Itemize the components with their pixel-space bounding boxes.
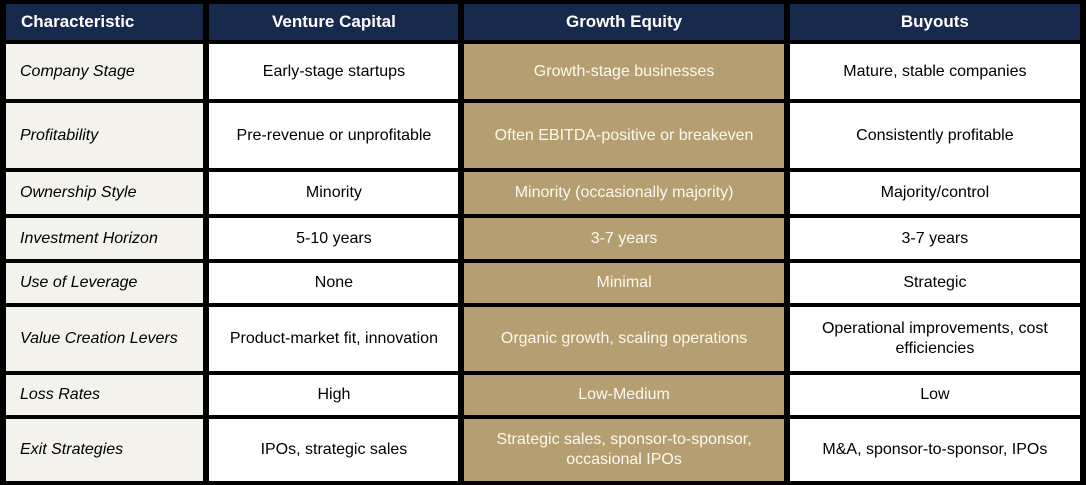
row-label-cell: Ownership Style <box>6 172 204 214</box>
buyouts-cell: M&A, sponsor-to-sponsor, IPOs <box>789 419 1080 481</box>
table-row-profitability: Profitability Pre-revenue or unprofitabl… <box>6 103 1080 168</box>
growth-equity-cell: Minimal <box>464 263 784 303</box>
venture-capital-cell: None <box>209 263 459 303</box>
column-header-characteristic: Characteristic <box>6 4 204 40</box>
growth-equity-cell: Strategic sales, sponsor-to-sponsor, occ… <box>464 419 784 481</box>
growth-equity-cell: Growth-stage businesses <box>464 44 784 99</box>
table-row-use-of-leverage: Use of Leverage None Minimal Strategic <box>6 263 1080 303</box>
row-label-cell: Company Stage <box>6 44 204 99</box>
buyouts-cell: Mature, stable companies <box>789 44 1080 99</box>
growth-equity-cell: Minority (occasionally majority) <box>464 172 784 214</box>
venture-capital-cell: High <box>209 375 459 415</box>
venture-capital-cell: Early-stage startups <box>209 44 459 99</box>
buyouts-cell: 3-7 years <box>789 218 1080 259</box>
row-label-cell: Investment Horizon <box>6 218 204 259</box>
row-label-cell: Use of Leverage <box>6 263 204 303</box>
buyouts-cell: Majority/control <box>789 172 1080 214</box>
column-header-growth-equity: Growth Equity <box>464 4 784 40</box>
growth-equity-cell: Organic growth, scaling operations <box>464 307 784 371</box>
column-header-buyouts: Buyouts <box>789 4 1080 40</box>
row-label-cell: Loss Rates <box>6 375 204 415</box>
venture-capital-cell: 5-10 years <box>209 218 459 259</box>
growth-equity-cell: 3-7 years <box>464 218 784 259</box>
buyouts-cell: Strategic <box>789 263 1080 303</box>
row-label-cell: Exit Strategies <box>6 419 204 481</box>
growth-equity-cell: Low-Medium <box>464 375 784 415</box>
growth-equity-cell: Often EBITDA-positive or breakeven <box>464 103 784 168</box>
row-label-cell: Profitability <box>6 103 204 168</box>
table-row-investment-horizon: Investment Horizon 5-10 years 3-7 years … <box>6 218 1080 259</box>
table-row-ownership-style: Ownership Style Minority Minority (occas… <box>6 172 1080 214</box>
buyouts-cell: Low <box>789 375 1080 415</box>
venture-capital-cell: Pre-revenue or unprofitable <box>209 103 459 168</box>
table-row-exit-strategies: Exit Strategies IPOs, strategic sales St… <box>6 419 1080 481</box>
venture-capital-cell: Product-market fit, innovation <box>209 307 459 371</box>
table-row-loss-rates: Loss Rates High Low-Medium Low <box>6 375 1080 415</box>
column-header-venture-capital: Venture Capital <box>209 4 459 40</box>
buyouts-cell: Consistently profitable <box>789 103 1080 168</box>
buyouts-cell: Operational improvements, cost efficienc… <box>789 307 1080 371</box>
header-row: Characteristic Venture Capital Growth Eq… <box>6 4 1080 40</box>
venture-capital-cell: IPOs, strategic sales <box>209 419 459 481</box>
table-row-value-creation-levers: Value Creation Levers Product-market fit… <box>6 307 1080 371</box>
table-row-company-stage: Company Stage Early-stage startups Growt… <box>6 44 1080 99</box>
venture-capital-cell: Minority <box>209 172 459 214</box>
row-label-cell: Value Creation Levers <box>6 307 204 371</box>
